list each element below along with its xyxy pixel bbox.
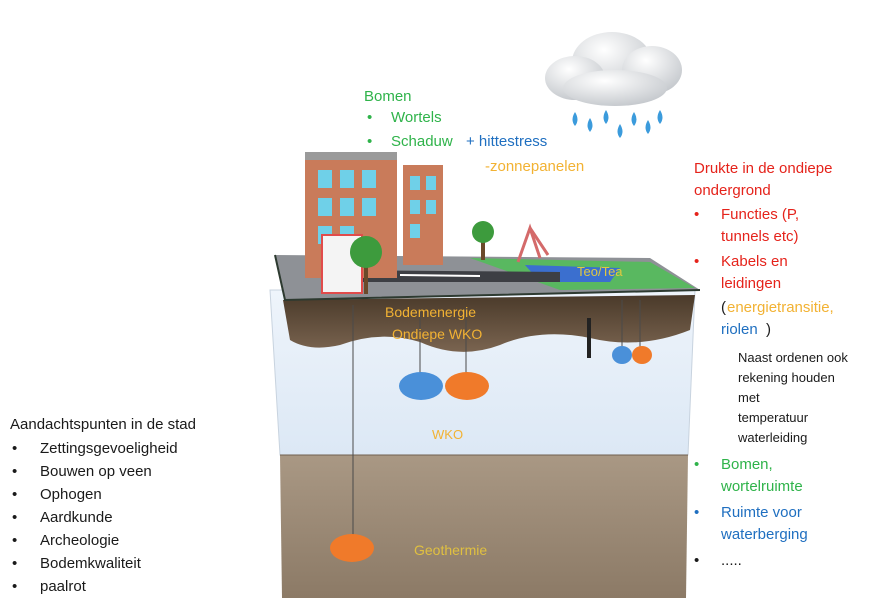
left-list-title: Aandachtspunten in de stad [10,416,196,433]
borehole-lines [352,300,641,540]
bodemenergie-label: Bodemenergie [385,304,477,320]
left-list-item: Aardkunde [40,509,113,526]
right-list-item: Kabels en [721,253,788,270]
left-list-item: paalrot [40,578,86,595]
bullet: • [694,456,700,473]
right-list-item: riolen [721,321,758,338]
aquifer-markers [330,346,652,562]
right-list: Drukte in de ondiepe ondergrond • Functi… [680,160,890,580]
left-list-item: Archeologie [40,532,120,549]
top-list-extra-orange: -zonnepanelen [485,158,585,175]
top-list-extra-blue: + hittestress [466,133,548,150]
bullet: • [12,486,18,503]
playground-icon [516,223,550,263]
left-list-item: Bodemkwaliteit [40,555,141,572]
bullet: • [694,504,700,521]
geothermie-label: Geothermie [414,542,488,558]
rain-cloud-icon [545,32,682,138]
paren: ( [721,299,726,316]
right-list-item: Functies (P, [721,206,800,223]
note-line: met [738,390,760,405]
note-line: temperatuur [738,410,809,425]
bullet: • [367,109,373,126]
bullet: • [12,463,18,480]
left-list: Aandachtspunten in de stad • Zettingsgev… [10,416,270,602]
top-list-title: Bomen [364,88,412,105]
note-line: Naast ordenen ook [738,350,848,365]
top-list: Bomen • Wortels • Schaduw + hittestress … [361,88,641,184]
right-list-item: waterberging [721,526,808,543]
right-list-item: Ruimte voor [721,504,802,521]
right-list-item: tunnels etc) [721,228,799,245]
right-list-item: ..... [721,552,742,569]
left-list-item: Zettingsgevoeligheid [40,440,178,457]
right-list-item: Bomen, [721,456,773,473]
right-list-item: leidingen [721,275,782,292]
bullet: • [12,532,18,549]
right-list-heading: ondergrond [694,182,771,199]
right-list-item: wortelruimte [721,478,803,495]
bullet: • [12,509,18,526]
soil-block [269,289,696,598]
bullet: • [694,552,700,569]
bullet: • [12,440,18,457]
wko-label: WKO [432,427,464,442]
paren: ) [766,321,771,338]
bullet: • [367,133,373,150]
bullet: • [12,555,18,572]
note-line: waterleiding [738,430,808,445]
right-list-heading: Drukte in de ondiepe [694,160,833,177]
top-list-item: Schaduw [391,133,453,150]
building-icon [305,152,443,294]
right-list-item: energietransitie, [727,299,834,316]
ondiepe-wko-label: Ondiepe WKO [392,326,483,342]
note-line: rekening houden [738,370,835,385]
tree-icon [350,221,494,294]
bullet: • [694,253,700,270]
pipe-icon [587,318,591,358]
left-list-item: Bouwen op veen [40,463,152,480]
left-list-item: Ophogen [40,486,102,503]
bullet: • [694,206,700,223]
teo-tea-label: Teo/Tea [577,264,623,279]
bullet: • [12,578,18,595]
top-list-item: Wortels [391,109,442,126]
